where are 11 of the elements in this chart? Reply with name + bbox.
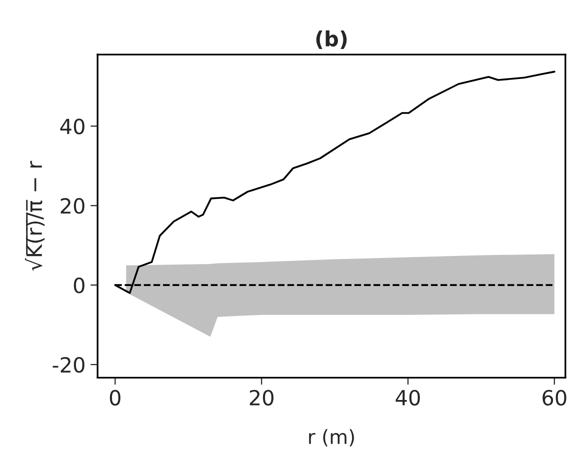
- x-tick-label: 20: [250, 390, 274, 406]
- y-axis-title: √K̅(̅r̅)̅/̅π̅ − r: [24, 160, 45, 271]
- x-tick-label: 0: [110, 390, 120, 406]
- y-tick-label: 0: [74, 278, 84, 294]
- x-tick-label: 40: [396, 390, 420, 406]
- y-tick-label: -20: [52, 356, 84, 373]
- y-tick-label: 40: [60, 118, 84, 134]
- chart-title: (b): [316, 30, 347, 50]
- y-tick-label: 20: [60, 198, 84, 214]
- x-axis-title: r (m): [309, 429, 354, 446]
- x-tick-label: 60: [542, 390, 566, 406]
